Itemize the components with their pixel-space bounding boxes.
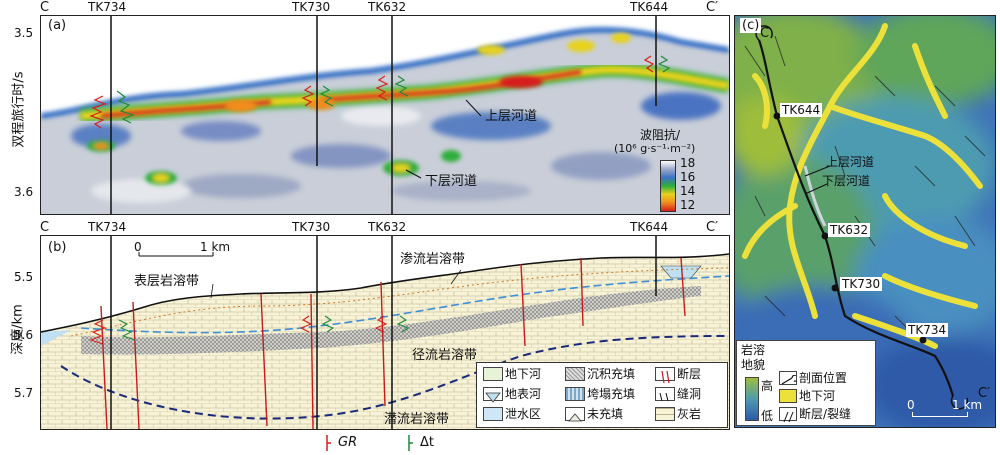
y-tick: 3.5 [14, 26, 34, 40]
upper-channel-annotation: 上层河道 [485, 109, 538, 124]
map-lower-channel-label: 下层河道 [822, 174, 871, 188]
well-label: TK632 [828, 223, 871, 237]
zone-runoff: 径流岩溶带 [412, 348, 478, 363]
well-label: TK730 [292, 220, 331, 234]
y-tick: 3.6 [14, 185, 34, 199]
map-scale-one: 1 km [952, 398, 983, 412]
well-label: TK734 [88, 0, 127, 14]
legend-label: 地表河 [505, 387, 542, 401]
lower-channel-annotation: 下层河道 [425, 174, 478, 189]
well-label: TK644 [780, 103, 823, 117]
legend-label: 地下河 [505, 367, 542, 381]
well-label: TK644 [630, 220, 669, 234]
section-start-label-b: C [40, 220, 50, 235]
gr-log-label: GR [338, 435, 358, 450]
scale-zero: 0 [134, 240, 142, 254]
panel-label-a: (a) [48, 18, 67, 33]
colorbar-unit: (10⁶ g·s⁻¹·m⁻²) [614, 142, 696, 155]
profile-legend: 地下河 沉积充填 断层 地表河 垮塌充填 缝洞 泄水区 未充填 灰岩 [476, 362, 728, 428]
colorbar-tick: 12 [680, 198, 696, 212]
y-axis-label-a: 双程旅行时/s [11, 71, 27, 148]
well-label: TK644 [630, 0, 669, 14]
unfilled-icon [565, 407, 585, 422]
limestone-icon [655, 407, 675, 421]
gr-log-icon [322, 435, 332, 451]
well-label: TK730 [840, 277, 883, 291]
map-upper-channel-label: 上层河道 [826, 155, 875, 169]
panel-label-b: (b) [48, 240, 67, 255]
zone-percolation: 渗流岩溶带 [400, 252, 466, 267]
underground-river-icon [779, 389, 797, 403]
legend-label: 灰岩 [677, 407, 702, 421]
colorbar-gradient [660, 160, 676, 212]
fracture-cave-icon [655, 387, 675, 402]
profile-position-icon [779, 371, 799, 385]
y-tick: 5.6 [14, 328, 34, 342]
well-label: TK730 [292, 0, 331, 14]
underground-river-icon [483, 367, 503, 381]
terrain-legend-title: 岩溶地貌 [741, 343, 766, 372]
legend-label: 断层 [677, 367, 702, 381]
legend-label: 泄水区 [505, 407, 542, 421]
zone-surface: 表层岩溶带 [134, 274, 200, 289]
fault-icon [655, 367, 675, 384]
dt-log-icon [404, 435, 414, 451]
well-label: TK734 [88, 220, 127, 234]
sediment-fill-icon [565, 367, 585, 381]
scale-one: 1 km [200, 240, 231, 254]
terrain-high: 高 [761, 379, 774, 393]
section-end-label-c: C′ [978, 386, 991, 401]
dt-log-label: Δt [420, 435, 434, 450]
surface-river-icon [483, 387, 503, 403]
fault-fracture-icon [779, 407, 797, 423]
colorbar-tick: 16 [680, 170, 696, 184]
terrain-low: 低 [761, 409, 774, 423]
collapse-fill-icon [565, 387, 585, 401]
y-tick: 5.7 [14, 386, 34, 400]
colorbar-tick: 14 [680, 184, 696, 198]
section-end-label-b: C′ [706, 220, 719, 235]
map-legend-label: 断层/裂缝 [799, 407, 852, 421]
map-legend-label: 地下河 [799, 389, 836, 403]
map-legend: 岩溶地貌 高 低 剖面位置 地下河 断层/裂缝 [736, 340, 876, 426]
section-start-label-a: C [40, 0, 50, 15]
map-legend-label: 剖面位置 [799, 371, 848, 385]
zone-undercurrent: 潜流岩溶带 [384, 412, 450, 427]
y-tick: 5.5 [14, 270, 34, 284]
terrain-colorbar [745, 377, 759, 421]
panel-label-c: (c) [740, 18, 762, 33]
section-start-label-c: C [760, 26, 770, 41]
discharge-area-icon [483, 407, 503, 421]
well-label: TK632 [368, 0, 407, 14]
legend-label: 未充填 [587, 407, 624, 421]
map-scale-bar [912, 412, 968, 417]
legend-label: 垮塌充填 [587, 387, 636, 401]
well-label: TK632 [368, 220, 407, 234]
well-label: TK734 [906, 323, 949, 337]
legend-label: 缝洞 [677, 387, 702, 401]
seismic-section [40, 15, 731, 215]
seismic-image [40, 16, 731, 215]
legend-label: 沉积充填 [587, 367, 636, 381]
section-end-label-a: C′ [706, 0, 719, 15]
map-scale-zero: 0 [907, 398, 915, 412]
colorbar-title: 波阻抗/ [640, 128, 681, 142]
colorbar-tick: 18 [680, 156, 696, 170]
